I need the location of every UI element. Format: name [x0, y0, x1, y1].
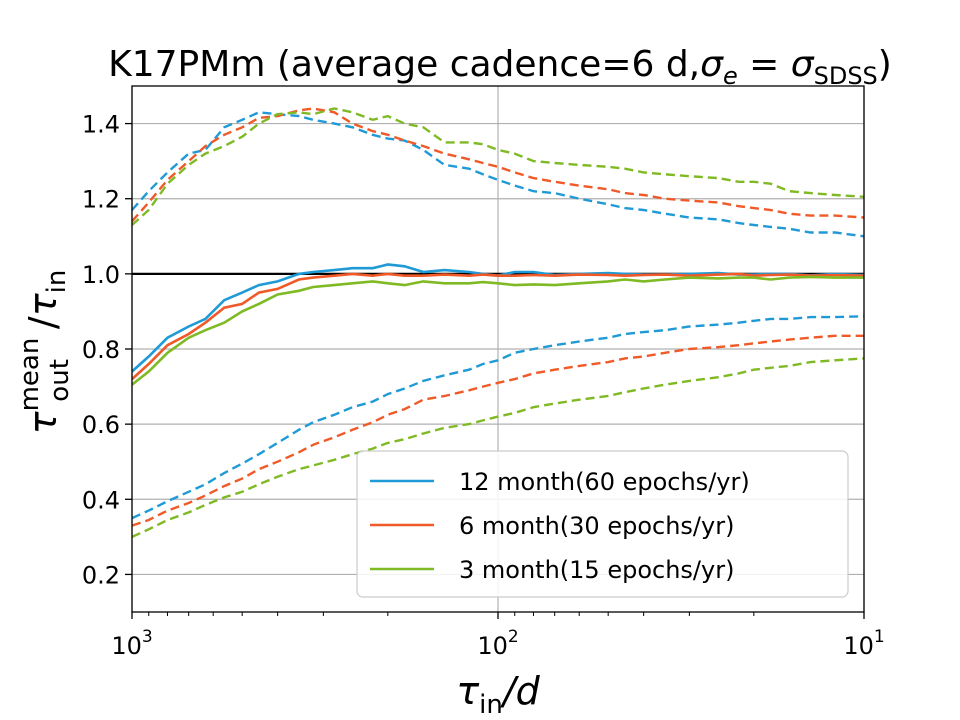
x-tick-label: 103 [111, 627, 152, 660]
series-lower-line [131, 334, 864, 527]
series-lines [131, 107, 865, 538]
y-tick-label: 0.8 [82, 336, 120, 364]
y-tick-label: 0.2 [82, 561, 120, 589]
chart-title: K17PMm (average cadence=6 d,σe = σSDSS) [108, 44, 892, 90]
series-mean-line [131, 275, 864, 386]
y-tick-label: 0.4 [82, 486, 120, 514]
x-tick-label: 101 [843, 627, 884, 660]
series-3 [131, 107, 865, 538]
legend-label: 3 month(15 epochs/yr) [459, 556, 734, 584]
legend-entries: 12 month(60 epochs/yr) 6 month(30 epochs/… [370, 468, 750, 584]
x-axis-label: τin/d [456, 669, 540, 720]
series-mean-line [131, 272, 865, 381]
plot-area [125, 85, 865, 619]
ticks [125, 122, 865, 619]
y-tick-label: 1.4 [82, 111, 120, 139]
x-tick-label: 102 [477, 627, 518, 660]
legend-label: 6 month(30 epochs/yr) [459, 512, 734, 540]
series-upper-line [131, 107, 865, 226]
tick-labels: 0.2 0.4 0.6 0.8 1.0 1.2 1.4 103 102 101 [82, 111, 885, 660]
y-tick-label: 1.0 [82, 261, 120, 289]
legend-box [356, 450, 849, 598]
y-tick-label: 0.6 [82, 411, 120, 439]
series-upper-line [131, 111, 865, 238]
legend-label: 12 month(60 epochs/yr) [459, 468, 750, 496]
series-2 [131, 107, 865, 527]
series-lower-line [131, 315, 865, 520]
y-tick-label: 1.2 [82, 186, 120, 214]
legend: 12 month(60 epochs/yr) 6 month(30 epochs/… [356, 450, 849, 598]
series-upper-line [131, 107, 865, 223]
y-axis-label: τmeanout/τin [15, 270, 75, 435]
